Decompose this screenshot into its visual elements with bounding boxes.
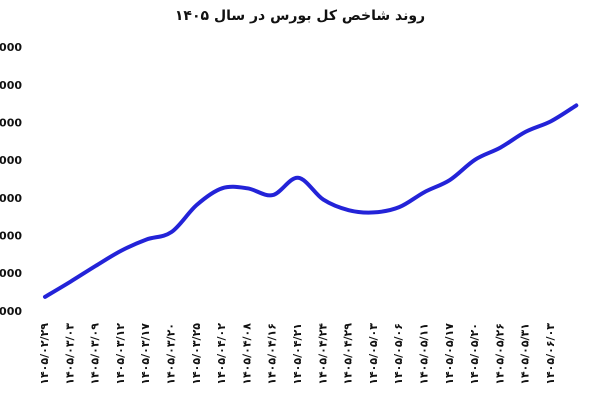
x-tick-label: ۱۴۰۵/۰۶/۰۳ bbox=[544, 323, 557, 385]
x-tick-label: ۱۴۰۵/۰۳/۰۳ bbox=[63, 323, 76, 385]
x-tick-label: ۱۴۰۵/۰۵/۰۶ bbox=[392, 323, 405, 385]
y-tick-label: 3,250,000 bbox=[0, 116, 22, 129]
x-tick-label: ۱۴۰۵/۰۴/۰۲ bbox=[215, 323, 228, 385]
x-tick-label: ۱۴۰۵/۰۵/۲۰ bbox=[468, 323, 481, 385]
x-tick-label: ۱۴۰۵/۰۵/۰۳ bbox=[367, 323, 380, 385]
y-tick-label: 2,750,000 bbox=[0, 192, 22, 205]
x-tick-label: ۱۴۰۵/۰۳/۲۵ bbox=[190, 323, 203, 385]
x-tick-label: ۱۴۰۵/۰۵/۲۶ bbox=[493, 323, 506, 385]
x-tick-label: ۱۴۰۵/۰۴/۱۶ bbox=[266, 323, 279, 385]
x-tick-label: ۱۴۰۵/۰۵/۱۷ bbox=[443, 323, 456, 385]
x-tick-label: ۱۴۰۵/۰۴/۰۸ bbox=[240, 323, 253, 385]
y-tick-label: 3,000,000 bbox=[0, 154, 22, 167]
y-tick-label: 2,500,000 bbox=[0, 230, 22, 243]
x-tick-label: ۱۴۰۵/۰۴/۲۹ bbox=[342, 323, 355, 385]
y-tick-label: 3,500,000 bbox=[0, 79, 22, 92]
x-tick-label: ۱۴۰۵/۰۲/۲۹ bbox=[38, 323, 51, 385]
x-tick-label: ۱۴۰۵/۰۴/۲۴ bbox=[316, 323, 329, 385]
x-tick-label: ۱۴۰۵/۰۳/۱۲ bbox=[114, 323, 127, 385]
line bbox=[43, 103, 579, 299]
y-tick-label: 2,000,000 bbox=[0, 305, 22, 318]
x-tick-label: ۱۴۰۵/۰۵/۳۱ bbox=[519, 323, 532, 385]
y-tick-label: 3,750,000 bbox=[0, 41, 22, 54]
chart-title: روند شاخص کل بورس در سال ۱۴۰۵ bbox=[175, 8, 425, 24]
x-tick-label: ۱۴۰۵/۰۳/۰۹ bbox=[89, 323, 102, 385]
x-tick-label: ۱۴۰۵/۰۴/۲۱ bbox=[291, 323, 304, 385]
x-tick-label: ۱۴۰۵/۰۵/۱۱ bbox=[418, 323, 431, 385]
x-tick-label: ۱۴۰۵/۰۳/۲۰ bbox=[165, 323, 178, 385]
y-tick-label: 2,250,000 bbox=[0, 267, 22, 280]
x-tick-label: ۱۴۰۵/۰۳/۱۷ bbox=[139, 323, 152, 385]
